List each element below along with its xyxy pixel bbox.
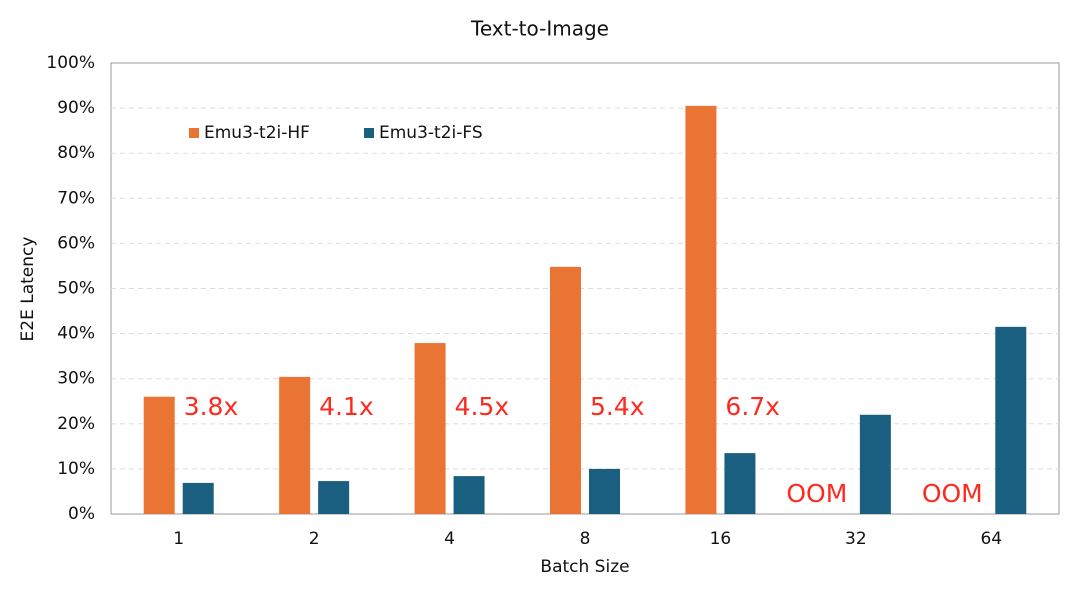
x-tick-label: 4 xyxy=(444,529,455,549)
annotation: 6.7x xyxy=(725,392,780,421)
legend-swatch xyxy=(189,128,199,138)
legend-label: Emu3-t2i-FS xyxy=(379,123,483,143)
bar xyxy=(414,343,446,514)
bar xyxy=(550,266,581,514)
y-tick-label: 40% xyxy=(57,324,95,344)
y-tick-label: 20% xyxy=(57,414,95,434)
y-tick-label: 80% xyxy=(57,143,95,163)
bar xyxy=(143,396,175,514)
y-tick-label: 30% xyxy=(57,369,95,389)
y-axis-title: E2E Latency xyxy=(18,237,38,342)
bar xyxy=(995,326,1027,514)
x-tick-label: 64 xyxy=(980,529,1002,549)
bar xyxy=(453,476,485,514)
bar xyxy=(279,376,311,514)
chart-title: Text-to-Image xyxy=(470,17,609,41)
x-tick-label: 2 xyxy=(309,529,320,549)
annotation: OOM xyxy=(922,479,983,508)
y-tick-label: 0% xyxy=(68,504,95,524)
y-tick-label: 90% xyxy=(57,98,95,118)
annotation: 4.5x xyxy=(455,392,510,421)
legend-swatch xyxy=(364,128,374,138)
bar xyxy=(685,105,717,514)
annotation: 3.8x xyxy=(184,392,239,421)
bar xyxy=(589,468,620,514)
annotation: OOM xyxy=(786,479,847,508)
annotation: 4.1x xyxy=(319,392,374,421)
x-tick-label: 1 xyxy=(173,529,184,549)
x-axis-title: Batch Size xyxy=(540,557,629,577)
x-tick-label: 32 xyxy=(845,529,867,549)
bar xyxy=(859,414,891,514)
y-tick-label: 70% xyxy=(57,188,95,208)
y-tick-label: 60% xyxy=(57,233,95,253)
x-tick-label: 8 xyxy=(580,529,591,549)
bar xyxy=(182,482,214,514)
y-tick-label: 50% xyxy=(57,279,95,299)
legend-label: Emu3-t2i-HF xyxy=(204,123,310,143)
x-tick-label: 16 xyxy=(710,529,732,549)
y-tick-label: 100% xyxy=(46,53,95,73)
y-tick-label: 10% xyxy=(57,459,95,479)
annotation: 5.4x xyxy=(590,392,645,421)
bar xyxy=(724,453,756,514)
bar xyxy=(318,481,350,514)
